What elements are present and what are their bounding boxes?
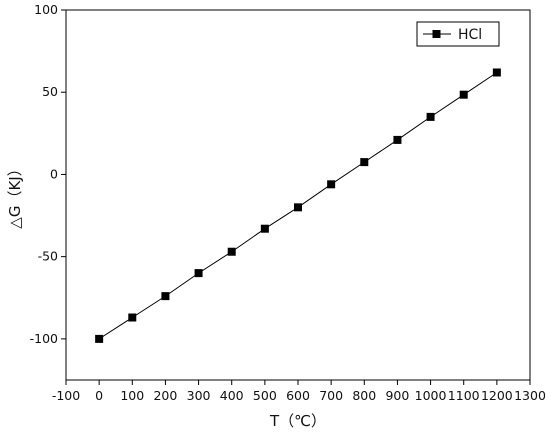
y-tick-label: 100 — [34, 2, 58, 17]
x-tick-label: 200 — [153, 388, 177, 403]
data-point — [194, 269, 203, 278]
data-point — [161, 292, 170, 301]
x-tick-label: 1100 — [448, 388, 480, 403]
x-tick-label: 400 — [220, 388, 244, 403]
y-tick-label: 0 — [50, 166, 58, 181]
y-tick-label: -100 — [30, 331, 58, 346]
x-tick-label: 1000 — [415, 388, 447, 403]
data-point — [393, 135, 402, 144]
data-point — [128, 313, 137, 322]
legend: HCl — [416, 21, 500, 47]
x-tick-label: 700 — [319, 388, 343, 403]
data-point — [327, 180, 336, 189]
legend-label: HCl — [458, 27, 482, 43]
data-point — [260, 224, 269, 233]
x-tick-label: 0 — [95, 388, 103, 403]
x-tick-label: 300 — [187, 388, 211, 403]
y-axis: -100 -50 0 50 100 — [30, 2, 66, 346]
y-axis-title: △G（KJ） — [6, 161, 24, 228]
series-layer — [95, 68, 501, 343]
data-point — [95, 334, 104, 343]
data-point — [492, 68, 501, 77]
data-point — [426, 112, 435, 121]
x-axis: -100 0 100 200 300 400 500 600 700 800 900 1000 1100… — [52, 380, 546, 403]
x-tick-label: 1300 — [514, 388, 546, 403]
x-tick-label: 1200 — [481, 388, 513, 403]
x-axis-title: T（℃） — [269, 412, 326, 430]
y-tick-label: 50 — [42, 84, 58, 99]
legend-marker — [432, 30, 441, 38]
y-tick-label: -50 — [38, 249, 58, 264]
plot-frame — [65, 9, 531, 381]
data-point — [459, 90, 468, 99]
x-tick-label: 600 — [286, 388, 310, 403]
x-tick-label: 500 — [253, 388, 277, 403]
x-tick-label: 800 — [352, 388, 376, 403]
x-tick-label: 900 — [385, 388, 409, 403]
x-tick-label: 100 — [120, 388, 144, 403]
data-point — [294, 203, 302, 212]
data-point — [360, 158, 369, 167]
data-point — [227, 247, 236, 256]
x-tick-label: -100 — [52, 388, 80, 403]
